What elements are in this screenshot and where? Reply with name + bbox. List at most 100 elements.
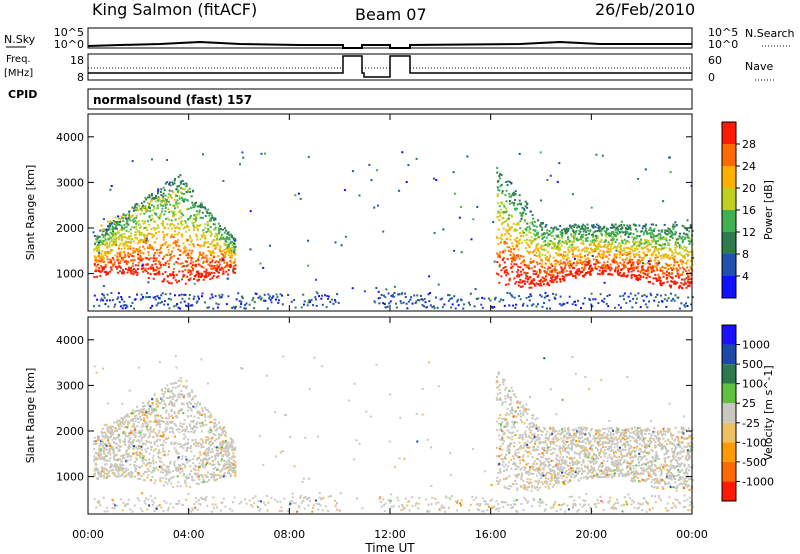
data-cell — [199, 205, 201, 207]
data-cell — [195, 217, 198, 219]
data-cell — [363, 290, 366, 293]
data-cell — [119, 423, 122, 425]
data-cell — [110, 222, 113, 225]
data-cell — [215, 446, 218, 449]
data-cell — [513, 248, 516, 251]
data-cell — [554, 297, 557, 300]
data-cell — [520, 273, 523, 276]
data-cell — [480, 303, 483, 306]
data-cell — [447, 294, 450, 297]
data-cell — [544, 278, 547, 281]
data-cell — [119, 466, 122, 468]
data-cell — [621, 230, 624, 233]
data-cell — [677, 265, 680, 267]
data-cell — [99, 453, 102, 456]
data-cell — [164, 428, 167, 431]
data-cell — [215, 238, 218, 241]
data-cell — [183, 198, 186, 201]
data-cell — [214, 235, 216, 238]
data-cell — [142, 462, 145, 465]
data-cell — [603, 264, 606, 267]
data-cell — [619, 224, 621, 227]
data-cell — [669, 267, 672, 269]
data-cell — [154, 448, 157, 451]
data-cell — [562, 262, 565, 265]
data-cell — [204, 301, 206, 304]
data-cell — [207, 246, 210, 249]
data-cell — [136, 293, 139, 296]
data-cell — [157, 419, 160, 422]
data-cell — [213, 476, 216, 479]
data-cell — [581, 267, 583, 270]
colorbar-segment — [722, 232, 736, 254]
data-cell — [166, 482, 169, 485]
data-cell — [645, 277, 648, 279]
data-cell — [613, 261, 616, 264]
data-cell — [405, 302, 408, 305]
data-cell — [126, 305, 129, 308]
data-cell — [123, 214, 126, 217]
data-cell — [94, 440, 97, 443]
data-cell — [193, 282, 196, 285]
data-cell — [113, 464, 116, 466]
data-cell — [216, 234, 219, 236]
data-cell — [183, 433, 186, 436]
data-cell — [213, 446, 216, 449]
data-cell — [150, 245, 153, 248]
data-cell — [189, 406, 191, 409]
data-cell — [639, 260, 642, 263]
data-cell — [120, 463, 123, 466]
data-cell — [202, 229, 205, 232]
data-cell — [518, 274, 521, 277]
data-cell — [543, 248, 545, 251]
data-cell — [206, 306, 209, 309]
data-cell — [113, 221, 116, 224]
data-cell — [145, 198, 148, 201]
data-cell — [629, 224, 632, 227]
data-cell — [219, 237, 222, 240]
data-cell — [539, 151, 542, 154]
data-cell — [340, 244, 343, 247]
data-cell — [184, 220, 187, 223]
data-cell — [533, 265, 536, 268]
data-cell — [652, 277, 655, 280]
data-cell — [560, 262, 563, 265]
data-cell — [634, 247, 637, 250]
data-cell — [351, 287, 354, 290]
data-cell — [229, 260, 232, 263]
data-cell — [165, 465, 168, 468]
data-cell — [601, 299, 604, 302]
data-cell — [449, 297, 452, 300]
data-cell — [169, 195, 172, 198]
data-cell — [647, 268, 649, 271]
data-cell — [614, 234, 617, 236]
data-cell — [152, 454, 155, 457]
data-cell — [670, 280, 673, 283]
data-cell — [181, 463, 184, 465]
data-cell — [99, 256, 102, 258]
data-cell — [624, 226, 627, 229]
data-cell — [580, 236, 583, 239]
data-cell — [541, 222, 544, 225]
data-cell — [327, 297, 330, 300]
data-cell — [514, 199, 517, 201]
data-cell — [169, 462, 172, 465]
data-cell — [688, 282, 691, 285]
data-cell — [149, 246, 152, 249]
data-cell — [503, 210, 505, 213]
data-cell — [227, 268, 230, 271]
data-cell — [451, 303, 454, 306]
data-cell — [571, 243, 574, 246]
data-cell — [203, 276, 206, 279]
data-cell — [184, 226, 186, 229]
data-cell — [435, 296, 437, 299]
data-cell — [124, 471, 127, 474]
data-cell — [577, 249, 580, 252]
data-cell — [163, 484, 165, 487]
data-cell — [148, 204, 151, 207]
data-cell — [214, 434, 217, 436]
data-cell — [544, 225, 547, 228]
data-cell — [413, 294, 416, 297]
data-cell — [498, 219, 501, 221]
data-cell — [163, 200, 166, 203]
